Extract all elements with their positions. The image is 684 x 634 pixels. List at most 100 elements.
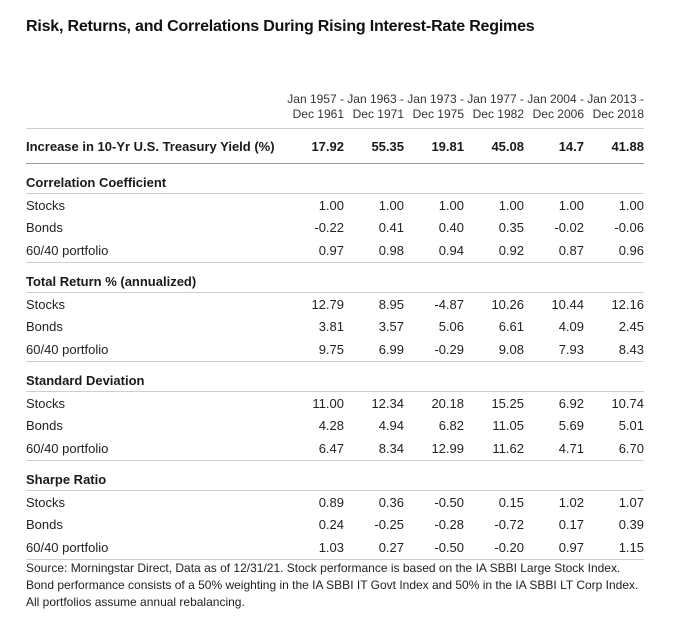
table-cell: 9.08 bbox=[464, 337, 524, 362]
table-cell: 0.17 bbox=[558, 516, 584, 532]
table-cell: 10.74 bbox=[611, 395, 644, 411]
table-cell: 41.88 bbox=[584, 128, 644, 164]
row-label: Stocks bbox=[26, 296, 66, 312]
table-cell: 0.35 bbox=[498, 219, 524, 235]
table-cell: 6.92 bbox=[558, 395, 584, 411]
period-end: Dec 2006 bbox=[532, 107, 584, 121]
table-cell: -0.50 bbox=[434, 494, 464, 510]
table-cell: 1.00 bbox=[378, 197, 404, 213]
table-row: 60/40 portfolio 1.03 0.27 -0.50 -0.20 0.… bbox=[26, 535, 644, 560]
section-heading-row: Sharpe Ratio bbox=[26, 460, 644, 491]
data-table: Jan 1957 - Dec 1961 Jan 1963 - Dec 1971 … bbox=[26, 88, 644, 560]
period-end: Dec 2018 bbox=[592, 107, 644, 121]
table-cell: 8.43 bbox=[584, 337, 644, 362]
table-cell: 12.99 bbox=[404, 436, 464, 461]
table-cell: -0.72 bbox=[494, 516, 524, 532]
table-cell: -0.06 bbox=[614, 219, 644, 235]
header-blank-cell bbox=[26, 88, 284, 129]
table-row: Bonds 4.28 4.94 6.82 11.05 5.69 5.01 bbox=[26, 414, 644, 436]
table-cell: 2.45 bbox=[618, 318, 644, 334]
table-cell: 6.61 bbox=[498, 318, 524, 334]
section-heading-row: Total Return % (annualized) bbox=[26, 262, 644, 293]
table-cell: 11.05 bbox=[492, 417, 524, 433]
table-title: Risk, Returns, and Correlations During R… bbox=[26, 18, 535, 35]
table-cell: 0.39 bbox=[618, 516, 644, 532]
table-cell: 0.40 bbox=[438, 219, 464, 235]
table-cell: 10.26 bbox=[491, 296, 524, 312]
table-cell: -0.50 bbox=[404, 535, 464, 560]
table-row: Stocks 12.79 8.95 -4.87 10.26 10.44 12.1… bbox=[26, 293, 644, 316]
row-label: Bonds bbox=[26, 417, 63, 433]
table-row: Bonds 3.81 3.57 5.06 6.61 4.09 2.45 bbox=[26, 315, 644, 337]
table-cell: -4.87 bbox=[434, 296, 464, 312]
period-end: Dec 1982 bbox=[472, 107, 524, 121]
row-label: Bonds bbox=[26, 318, 63, 334]
table-cell: 4.09 bbox=[558, 318, 584, 334]
table-cell: 1.00 bbox=[498, 197, 524, 213]
table-cell: 1.15 bbox=[584, 535, 644, 560]
period-header: Jan 2013 - Dec 2018 bbox=[584, 88, 644, 129]
table-cell: 1.00 bbox=[618, 197, 644, 213]
source-line: Source: Morningstar Direct, Data as of 1… bbox=[26, 561, 621, 575]
period-start: Jan 2013 - bbox=[587, 92, 644, 106]
period-start: Jan 2004 - bbox=[527, 92, 584, 106]
table-cell: 17.92 bbox=[284, 128, 344, 164]
row-label: 60/40 portfolio bbox=[26, 436, 284, 461]
table-cell: 0.97 bbox=[524, 535, 584, 560]
section-heading: Total Return % (annualized) bbox=[26, 262, 644, 293]
source-line: All portfolios assume annual rebalancing… bbox=[26, 595, 245, 609]
table-cell: 12.16 bbox=[611, 296, 644, 312]
table-cell: 6.47 bbox=[284, 436, 344, 461]
table-cell: 8.34 bbox=[344, 436, 404, 461]
table-cell: 15.25 bbox=[491, 395, 524, 411]
period-start: Jan 1957 - bbox=[287, 92, 344, 106]
table-cell: 8.95 bbox=[378, 296, 404, 312]
table-row: Stocks 11.00 12.34 20.18 15.25 6.92 10.7… bbox=[26, 392, 644, 415]
table-row: 60/40 portfolio 6.47 8.34 12.99 11.62 4.… bbox=[26, 436, 644, 461]
table-cell: 11.62 bbox=[464, 436, 524, 461]
table-cell: 1.02 bbox=[558, 494, 584, 510]
table-cell: 10.44 bbox=[551, 296, 584, 312]
period-header: Jan 2004 - Dec 2006 bbox=[524, 88, 584, 129]
table-cell: 6.99 bbox=[344, 337, 404, 362]
section-heading: Sharpe Ratio bbox=[26, 460, 644, 491]
table-row: Bonds -0.22 0.41 0.40 0.35 -0.02 -0.06 bbox=[26, 216, 644, 238]
table-cell: 4.71 bbox=[524, 436, 584, 461]
period-header: Jan 1977 - Dec 1982 bbox=[464, 88, 524, 129]
table-cell: 1.00 bbox=[318, 197, 344, 213]
table-cell: 20.18 bbox=[431, 395, 464, 411]
row-label: Increase in 10-Yr U.S. Treasury Yield (%… bbox=[26, 128, 284, 164]
table-cell: 12.34 bbox=[371, 395, 404, 411]
period-start: Jan 1973 - bbox=[407, 92, 464, 106]
table-cell: 0.41 bbox=[378, 219, 404, 235]
period-start: Jan 1963 - bbox=[347, 92, 404, 106]
row-label: Stocks bbox=[26, 494, 66, 510]
table-cell: 0.94 bbox=[404, 238, 464, 263]
header-row: Jan 1957 - Dec 1961 Jan 1963 - Dec 1971 … bbox=[26, 88, 644, 129]
section-heading: Standard Deviation bbox=[26, 361, 644, 392]
period-header: Jan 1957 - Dec 1961 bbox=[284, 88, 344, 129]
period-end: Dec 1961 bbox=[292, 107, 344, 121]
period-end: Dec 1971 bbox=[352, 107, 404, 121]
period-end: Dec 1975 bbox=[412, 107, 464, 121]
section-heading-row: Standard Deviation bbox=[26, 361, 644, 392]
table-row: Stocks 1.00 1.00 1.00 1.00 1.00 1.00 bbox=[26, 194, 644, 217]
period-start: Jan 1977 - bbox=[467, 92, 524, 106]
table-cell: 1.00 bbox=[558, 197, 584, 213]
table-cell: 19.81 bbox=[404, 128, 464, 164]
table-cell: 0.24 bbox=[318, 516, 344, 532]
source-line: Bond performance consists of a 50% weigh… bbox=[26, 578, 639, 592]
period-header: Jan 1973 - Dec 1975 bbox=[404, 88, 464, 129]
row-label: Stocks bbox=[26, 395, 66, 411]
table-cell: 0.98 bbox=[344, 238, 404, 263]
row-label: Stocks bbox=[26, 197, 66, 213]
table-cell: 4.28 bbox=[318, 417, 344, 433]
table-cell: 0.97 bbox=[284, 238, 344, 263]
table-cell: 0.87 bbox=[524, 238, 584, 263]
table-cell: 55.35 bbox=[344, 128, 404, 164]
table-row: Bonds 0.24 -0.25 -0.28 -0.72 0.17 0.39 bbox=[26, 513, 644, 535]
table-cell: 6.82 bbox=[438, 417, 464, 433]
table-row: 60/40 portfolio 9.75 6.99 -0.29 9.08 7.9… bbox=[26, 337, 644, 362]
table-cell: 11.00 bbox=[312, 395, 344, 411]
